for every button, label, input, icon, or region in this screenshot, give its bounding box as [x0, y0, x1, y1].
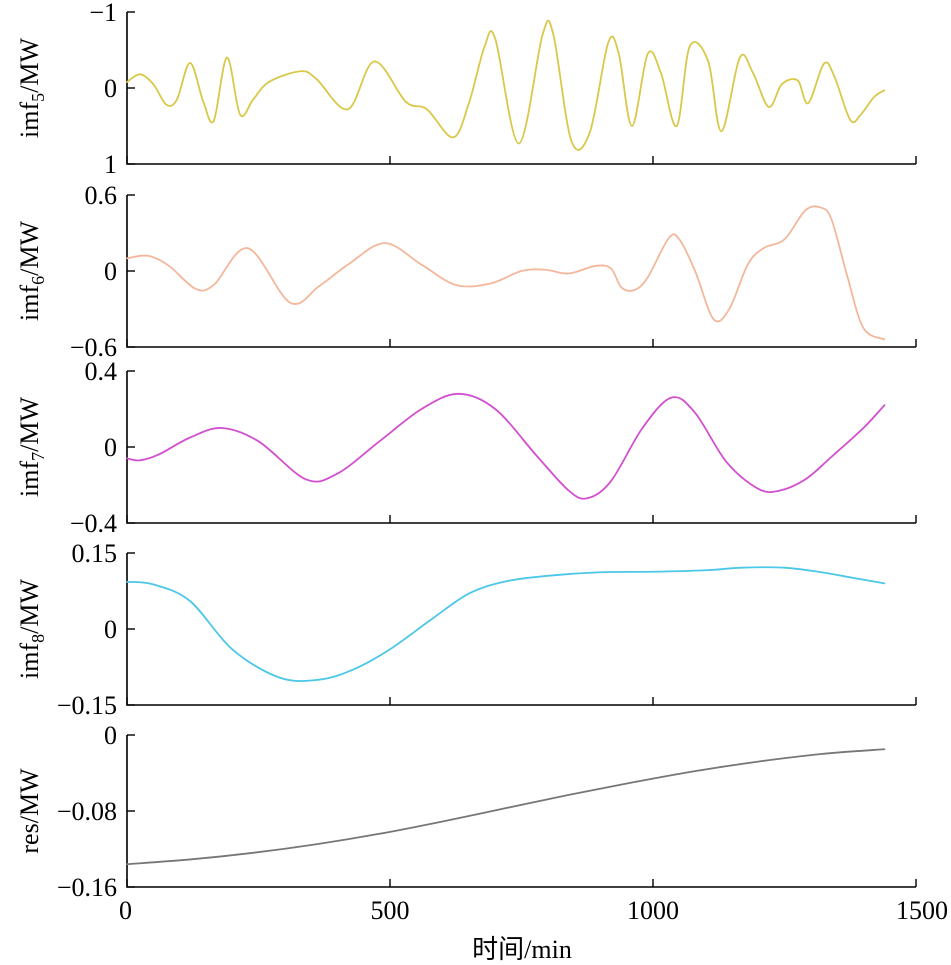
x-tick-label-0: 0	[119, 896, 132, 925]
axes-res	[126, 735, 916, 888]
y-axis-title-imf8: imf8/MW	[15, 579, 48, 679]
series-line-imf6	[126, 205, 886, 341]
panel-imf8: 0.15 0 −0.15 imf8/MW	[15, 539, 917, 720]
y-axis-title-imf7: imf7/MW	[15, 397, 48, 497]
y-axis-title-sub-imf6: 6	[28, 276, 48, 285]
y-tick-label-res-2: −0.16	[57, 873, 117, 902]
y-axis-title-main-res: res	[15, 823, 44, 853]
y-axis-title-sub-imf7: 7	[28, 452, 48, 461]
y-axis-title-main-imf6: imf	[15, 285, 44, 321]
y-axis-title-main-imf7: imf	[15, 461, 44, 497]
y-axis-title-unit-res: /MW	[15, 768, 44, 823]
y-tick-label-imf8-1: 0	[104, 615, 117, 644]
y-axis-title-imf5: imf5/MW	[15, 38, 48, 138]
y-axis-title-unit-imf8: /MW	[15, 579, 44, 634]
axes-imf7	[126, 371, 916, 524]
y-tick-label-imf7-1: 0	[104, 433, 117, 462]
series-line-imf5	[126, 19, 886, 151]
y-tick-label-imf5-2: 1	[104, 150, 117, 179]
axes-imf8	[126, 553, 916, 706]
y-axis-title-sub-imf5: 5	[28, 93, 48, 102]
y-tick-label-imf6-1: 0	[104, 257, 117, 286]
y-tick-label-imf6-2: −0.6	[70, 333, 117, 362]
y-tick-label-imf8-2: −0.15	[57, 691, 117, 720]
series-line-res	[126, 748, 886, 866]
series-line-imf7	[126, 392, 886, 500]
x-tick-label-3: 1500	[896, 896, 948, 925]
y-axis-title-main-imf8: imf	[15, 643, 44, 679]
x-tick-label-1: 500	[371, 896, 410, 925]
panel-imf7: 0.4 0 −0.4 imf7/MW	[15, 357, 917, 538]
panel-res: 0 −0.08 −0.16 res/MW 0 500 1000 1500	[15, 721, 948, 925]
y-tick-label-res-0: 0	[104, 721, 117, 750]
y-tick-label-res-1: −0.08	[57, 797, 117, 826]
panel-imf6: 0.6 0 −0.6 imf6/MW	[15, 181, 917, 362]
y-axis-title-imf6: imf6/MW	[15, 221, 48, 321]
y-tick-label-imf6-0: 0.6	[85, 181, 118, 210]
panels-layer: −101imf5/MW0.60−0.6imf6/MW0.40−0.4imf7/M…	[15, 0, 948, 925]
y-tick-label-imf7-0: 0.4	[85, 357, 118, 386]
y-tick-label-imf5-0: −1	[89, 0, 117, 27]
series-line-imf8	[126, 566, 886, 682]
x-tick-label-2: 1000	[627, 896, 679, 925]
y-tick-label-imf8-0: 0.15	[72, 539, 118, 568]
y-axis-title-main-imf5: imf	[15, 102, 44, 138]
y-tick-label-imf5-1: 0	[104, 74, 117, 103]
panel-imf5: −1 0 1 imf5/MW	[15, 0, 917, 179]
x-axis-title: 时间/min	[472, 935, 572, 964]
y-axis-title-unit-imf6: /MW	[15, 221, 44, 276]
y-axis-title-unit-imf5: /MW	[15, 38, 44, 93]
y-axis-title-sub-imf8: 8	[28, 634, 48, 643]
y-axis-title-res: res/MW	[15, 768, 44, 854]
y-axis-title-unit-imf7: /MW	[15, 397, 44, 452]
y-tick-label-imf7-2: −0.4	[70, 509, 117, 538]
